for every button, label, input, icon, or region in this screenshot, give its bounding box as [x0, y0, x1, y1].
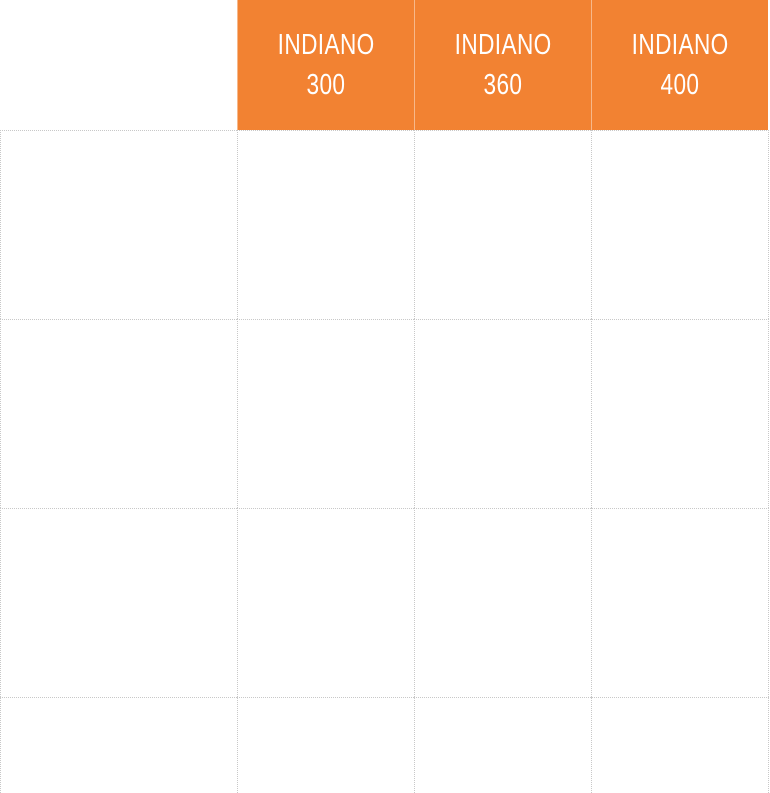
header-text: INDIANO — [631, 29, 729, 61]
header-text: 360 — [483, 69, 523, 101]
table-cell — [0, 130, 237, 319]
table-cell — [591, 130, 769, 319]
table-cell — [237, 319, 414, 508]
table-cell — [591, 697, 769, 793]
table-cell — [591, 319, 769, 508]
table-cell — [414, 130, 591, 319]
table-cell — [0, 697, 237, 793]
header-cell: INDIANO 400 — [591, 0, 768, 130]
table-cell — [0, 319, 237, 508]
table-cell — [414, 697, 591, 793]
table-cell — [237, 508, 414, 697]
header-cell: INDIANO 300 — [237, 0, 414, 130]
table-cell — [414, 508, 591, 697]
header-text: 400 — [660, 69, 700, 101]
table-cell — [414, 319, 591, 508]
header-text: INDIANO — [277, 29, 375, 61]
table-cell — [591, 508, 769, 697]
header-text: INDIANO — [454, 29, 552, 61]
header-text: 300 — [306, 69, 346, 101]
header-cell: INDIANO 360 — [414, 0, 591, 130]
table-cell — [237, 130, 414, 319]
table-cell — [237, 697, 414, 793]
table-cell — [0, 508, 237, 697]
